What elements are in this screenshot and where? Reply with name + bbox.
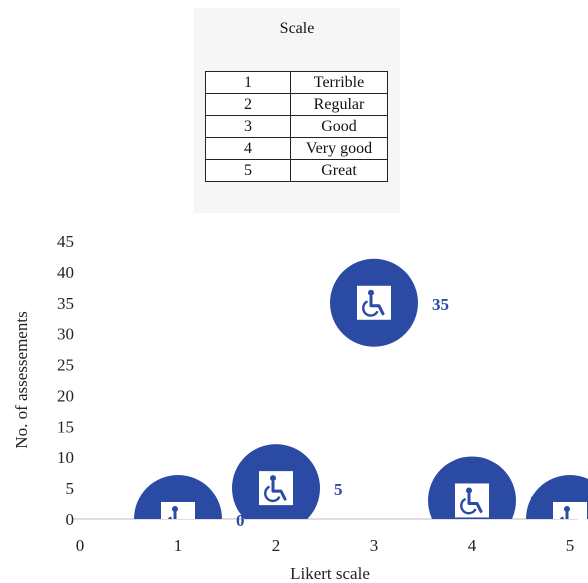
scale-label: Regular xyxy=(290,93,388,116)
y-tick-label: 35 xyxy=(57,294,74,313)
bubble xyxy=(134,475,222,519)
wheelchair-icon xyxy=(259,471,293,506)
y-tick-label: 10 xyxy=(57,448,74,467)
bubble-point xyxy=(428,456,516,519)
y-tick-label: 0 xyxy=(66,510,75,529)
scale-row: 1 Terrible xyxy=(205,71,388,94)
scale-row: 4 Very good xyxy=(205,137,388,160)
y-tick-label: 20 xyxy=(57,386,74,405)
wheelchair-icon xyxy=(553,502,587,519)
data-label: 5 xyxy=(334,480,343,499)
x-tick-label: 4 xyxy=(468,536,477,555)
scale-table: 1 Terrible 2 Regular 3 Good 4 Very good 5 Great xyxy=(205,71,388,182)
wheelchair-icon xyxy=(161,502,195,519)
plot-area xyxy=(134,258,588,519)
scale-label: Terrible xyxy=(290,71,388,94)
scale-row: 5 Great xyxy=(205,159,388,182)
bubble-point xyxy=(232,444,320,519)
y-tick-label: 25 xyxy=(57,356,74,375)
wheelchair-icon xyxy=(455,483,489,518)
x-axis-title: Likert scale xyxy=(290,564,370,583)
x-tick-label: 2 xyxy=(272,536,281,555)
y-tick-label: 5 xyxy=(66,479,75,498)
y-tick-label: 45 xyxy=(57,232,74,251)
scale-label: Very good xyxy=(290,137,388,160)
x-tick-label: 5 xyxy=(566,536,575,555)
data-label: 35 xyxy=(432,295,449,314)
data-label: 0 xyxy=(236,511,245,530)
scale-label: Good xyxy=(290,115,388,138)
bubble-point xyxy=(330,258,418,347)
x-tick-label: 1 xyxy=(174,536,183,555)
y-tick-label: 40 xyxy=(57,263,74,282)
bubble-point xyxy=(526,475,588,519)
y-tick-label: 15 xyxy=(57,417,74,436)
scale-label: Great xyxy=(290,159,388,182)
y-tick-label: 30 xyxy=(57,325,74,344)
y-axis-title: No. of assessements xyxy=(12,311,31,448)
scale-title: Scale xyxy=(279,20,315,37)
x-tick-label: 0 xyxy=(76,536,85,555)
x-tick-label: 3 xyxy=(370,536,379,555)
wheelchair-icon xyxy=(357,285,391,320)
data-label: 3 xyxy=(530,492,539,511)
bubble-point xyxy=(134,475,222,519)
